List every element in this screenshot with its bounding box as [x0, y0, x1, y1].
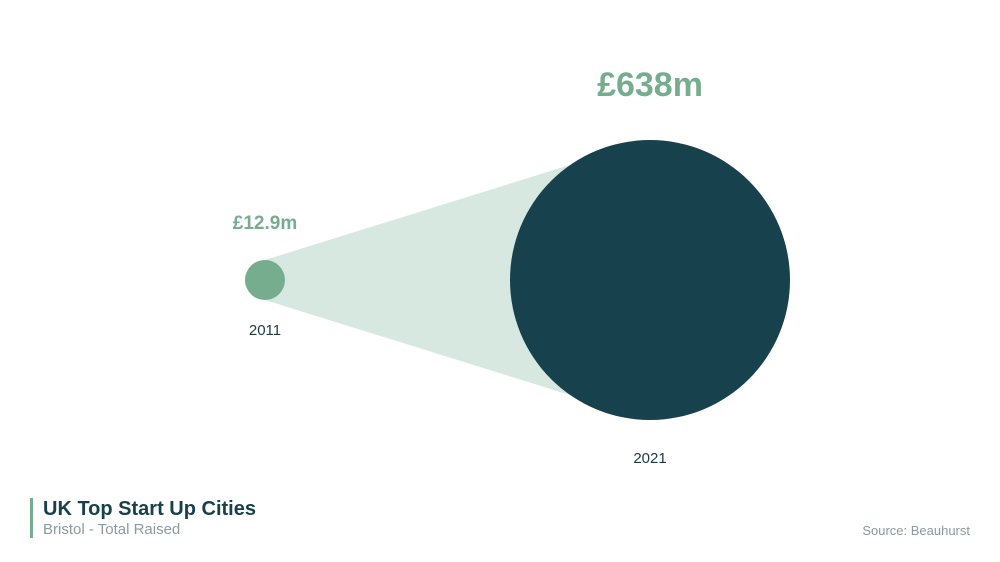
source-attribution: Source: Beauhurst	[862, 523, 970, 538]
growth-diagram	[0, 0, 1000, 562]
right-value-label: £638m	[597, 66, 703, 105]
chart-title: UK Top Start Up Cities	[43, 498, 256, 521]
footer: UK Top Start Up Cities Bristol - Total R…	[30, 498, 970, 538]
right-circle	[510, 140, 790, 420]
right-year-label: 2021	[633, 450, 666, 467]
chart-canvas: £12.9m £638m 2011 2021	[0, 0, 1000, 562]
chart-subtitle: Bristol - Total Raised	[43, 521, 256, 538]
footer-left: UK Top Start Up Cities Bristol - Total R…	[30, 498, 256, 538]
left-value-label: £12.9m	[233, 213, 297, 235]
left-circle	[245, 260, 285, 300]
left-year-label: 2011	[249, 322, 281, 339]
